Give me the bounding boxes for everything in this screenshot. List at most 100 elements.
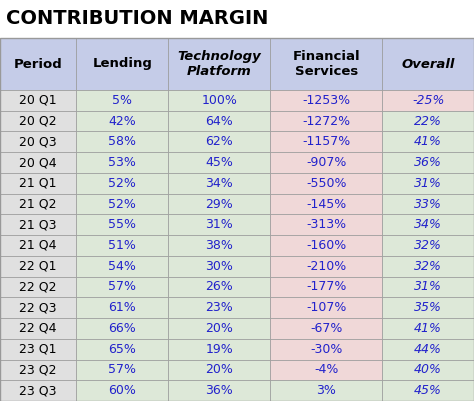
Text: -1253%: -1253% — [302, 94, 350, 107]
Text: 20 Q2: 20 Q2 — [19, 115, 57, 128]
Bar — [168, 132, 270, 152]
Bar — [270, 235, 382, 256]
Bar — [382, 277, 474, 297]
Bar — [76, 111, 168, 132]
Text: 19%: 19% — [205, 343, 233, 356]
Text: 32%: 32% — [414, 260, 442, 273]
Bar — [270, 111, 382, 132]
Bar — [270, 132, 382, 152]
Text: 30%: 30% — [205, 260, 233, 273]
Text: 23%: 23% — [205, 301, 233, 314]
Text: Overall: Overall — [401, 57, 455, 71]
Text: CONTRIBUTION MARGIN: CONTRIBUTION MARGIN — [6, 10, 268, 28]
Bar — [168, 38, 270, 90]
Bar — [382, 90, 474, 111]
Text: 40%: 40% — [414, 363, 442, 377]
Bar — [168, 339, 270, 360]
Text: -145%: -145% — [306, 198, 346, 211]
Text: 66%: 66% — [109, 322, 136, 335]
Text: 31%: 31% — [205, 218, 233, 231]
Bar — [0, 194, 76, 215]
Bar — [382, 318, 474, 339]
Bar — [76, 152, 168, 173]
Text: 57%: 57% — [109, 363, 137, 377]
Text: 44%: 44% — [414, 343, 442, 356]
Bar — [270, 173, 382, 194]
Bar — [0, 152, 76, 173]
Text: 55%: 55% — [109, 218, 137, 231]
Text: -313%: -313% — [306, 218, 346, 231]
Bar — [76, 339, 168, 360]
Bar — [168, 152, 270, 173]
Bar — [0, 339, 76, 360]
Text: 21 Q1: 21 Q1 — [19, 177, 57, 190]
Text: 58%: 58% — [109, 135, 137, 148]
Text: 41%: 41% — [414, 322, 442, 335]
Bar — [76, 215, 168, 235]
Bar — [270, 256, 382, 277]
Text: -4%: -4% — [314, 363, 338, 377]
Text: 23 Q2: 23 Q2 — [19, 363, 57, 377]
Bar — [270, 215, 382, 235]
Text: 22 Q3: 22 Q3 — [19, 301, 57, 314]
Text: Lending: Lending — [92, 57, 152, 71]
Bar — [76, 360, 168, 380]
Bar — [270, 380, 382, 401]
Bar — [0, 173, 76, 194]
Text: 57%: 57% — [109, 280, 137, 294]
Bar — [76, 297, 168, 318]
Bar — [270, 318, 382, 339]
Bar — [76, 235, 168, 256]
Text: 100%: 100% — [201, 94, 237, 107]
Bar — [0, 111, 76, 132]
Bar — [0, 90, 76, 111]
Text: 5%: 5% — [112, 94, 132, 107]
Bar — [270, 277, 382, 297]
Bar — [382, 256, 474, 277]
Text: -107%: -107% — [306, 301, 346, 314]
Text: -210%: -210% — [306, 260, 346, 273]
Text: 60%: 60% — [109, 384, 136, 397]
Bar — [168, 318, 270, 339]
Text: 22 Q4: 22 Q4 — [19, 322, 57, 335]
Bar — [168, 380, 270, 401]
Text: Financial
Services: Financial Services — [292, 50, 360, 78]
Text: -67%: -67% — [310, 322, 342, 335]
Bar — [382, 132, 474, 152]
Text: 36%: 36% — [414, 156, 442, 169]
Text: 20 Q4: 20 Q4 — [19, 156, 57, 169]
Text: 20%: 20% — [205, 363, 233, 377]
Bar — [0, 256, 76, 277]
Text: 21 Q4: 21 Q4 — [19, 239, 57, 252]
Bar — [168, 256, 270, 277]
Text: -550%: -550% — [306, 177, 346, 190]
Bar — [270, 90, 382, 111]
Bar — [270, 297, 382, 318]
Text: 38%: 38% — [205, 239, 233, 252]
Bar — [270, 38, 382, 90]
Text: 45%: 45% — [205, 156, 233, 169]
Bar — [168, 297, 270, 318]
Bar — [382, 38, 474, 90]
Bar — [382, 339, 474, 360]
Bar — [382, 152, 474, 173]
Bar — [382, 380, 474, 401]
Bar — [0, 360, 76, 380]
Text: -1272%: -1272% — [302, 115, 350, 128]
Bar — [382, 111, 474, 132]
Text: -907%: -907% — [306, 156, 346, 169]
Bar — [168, 360, 270, 380]
Text: 36%: 36% — [205, 384, 233, 397]
Bar — [168, 194, 270, 215]
Bar — [0, 235, 76, 256]
Bar — [382, 194, 474, 215]
Bar — [76, 318, 168, 339]
Bar — [168, 111, 270, 132]
Text: 22 Q1: 22 Q1 — [19, 260, 57, 273]
Bar — [76, 380, 168, 401]
Bar — [0, 297, 76, 318]
Text: 31%: 31% — [414, 280, 442, 294]
Bar — [76, 277, 168, 297]
Text: Period: Period — [14, 57, 63, 71]
Text: 61%: 61% — [109, 301, 136, 314]
